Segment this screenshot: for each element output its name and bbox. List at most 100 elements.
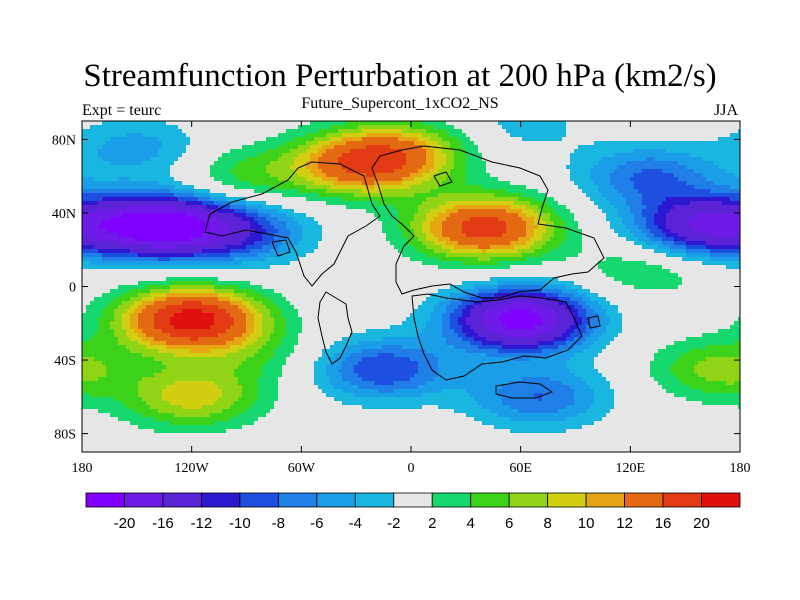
contour-cell <box>626 145 631 150</box>
contour-cell <box>330 193 335 198</box>
contour-cell <box>614 229 619 234</box>
contour-cell <box>686 237 691 242</box>
contour-cell <box>142 225 147 230</box>
contour-cell <box>218 221 223 226</box>
contour-cell <box>370 189 375 194</box>
contour-cell <box>426 169 431 174</box>
contour-cell <box>162 149 167 154</box>
contour-cell <box>738 129 740 134</box>
contour-cell <box>462 185 467 190</box>
contour-cell <box>738 133 740 138</box>
contour-cell <box>726 197 731 202</box>
contour-cell <box>414 169 419 174</box>
contour-cell <box>654 217 659 222</box>
contour-cell <box>122 213 127 218</box>
contour-cell <box>346 185 351 190</box>
contour-cell <box>182 173 187 178</box>
contour-cell <box>142 241 147 246</box>
contour-cell <box>306 197 311 202</box>
contour-cell <box>646 189 651 194</box>
contour-cell <box>250 241 255 246</box>
contour-cell <box>422 173 427 178</box>
contour-cell <box>254 165 259 170</box>
contour-cell <box>634 177 639 182</box>
contour-cell <box>206 157 211 162</box>
contour-cell <box>610 129 615 134</box>
contour-cell <box>146 213 151 218</box>
contour-cell <box>294 173 299 178</box>
contour-cell <box>494 229 499 234</box>
contour-cell <box>310 165 315 170</box>
contour-cell <box>530 217 535 222</box>
contour-cell <box>114 177 119 182</box>
contour-cell <box>290 225 295 230</box>
contour-cell <box>122 137 127 142</box>
contour-cell <box>378 209 383 214</box>
contour-cell <box>446 233 451 238</box>
contour-cell <box>326 193 331 198</box>
contour-cell <box>498 201 503 206</box>
contour-cell <box>662 165 667 170</box>
contour-cell <box>186 121 191 126</box>
contour-cell <box>590 153 595 158</box>
contour-cell <box>98 173 103 178</box>
contour-cell <box>534 193 539 198</box>
contour-cell <box>90 241 95 246</box>
contour-cell <box>150 229 155 234</box>
contour-cell <box>98 149 103 154</box>
contour-cell <box>302 161 307 166</box>
contour-cell <box>170 157 175 162</box>
contour-cell <box>166 209 171 214</box>
contour-cell <box>602 169 607 174</box>
contour-cell <box>258 213 263 218</box>
contour-cell <box>474 169 479 174</box>
contour-cell <box>490 181 495 186</box>
contour-cell <box>518 233 523 238</box>
contour-cell <box>298 169 303 174</box>
contour-cell <box>194 217 199 222</box>
contour-cell <box>110 217 115 222</box>
contour-cell <box>630 137 635 142</box>
contour-cell <box>466 213 471 218</box>
contour-cell <box>306 225 311 230</box>
contour-cell <box>90 169 95 174</box>
contour-cell <box>154 229 159 234</box>
contour-cell <box>514 225 519 230</box>
contour-cell <box>114 125 119 130</box>
contour-cell <box>594 169 599 174</box>
contour-cell <box>166 149 171 154</box>
contour-cell <box>438 157 443 162</box>
contour-cell <box>722 133 727 138</box>
contour-cell <box>94 221 99 226</box>
contour-cell <box>114 161 119 166</box>
contour-cell <box>430 181 435 186</box>
contour-cell <box>630 141 635 146</box>
contour-cell <box>410 237 415 242</box>
contour-cell <box>294 185 299 190</box>
contour-cell <box>638 161 643 166</box>
contour-cell <box>410 217 415 222</box>
contour-cell <box>670 217 675 222</box>
contour-cell <box>510 213 515 218</box>
contour-cell <box>202 177 207 182</box>
contour-cell <box>122 225 127 230</box>
contour-cell <box>222 129 227 134</box>
contour-cell <box>362 177 367 182</box>
contour-cell <box>646 205 651 210</box>
contour-cell <box>614 221 619 226</box>
contour-cell <box>206 161 211 166</box>
contour-cell <box>454 173 459 178</box>
contour-cell <box>130 161 135 166</box>
contour-cell <box>298 205 303 210</box>
contour-cell <box>130 125 135 130</box>
contour-cell <box>402 201 407 206</box>
contour-cell <box>198 125 203 130</box>
contour-cell <box>738 205 740 210</box>
contour-cell <box>406 137 411 142</box>
contour-cell <box>670 161 675 166</box>
contour-cell <box>398 141 403 146</box>
contour-cell <box>482 125 487 130</box>
contour-cell <box>434 181 439 186</box>
contour-cell <box>586 137 591 142</box>
contour-cell <box>258 229 263 234</box>
